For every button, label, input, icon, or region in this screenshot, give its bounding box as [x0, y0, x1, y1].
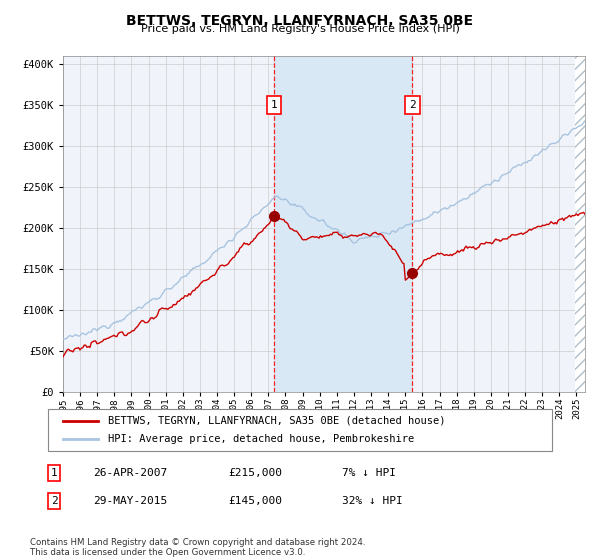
Text: 7% ↓ HPI: 7% ↓ HPI: [342, 468, 396, 478]
Text: 1: 1: [271, 100, 277, 110]
Text: 2: 2: [50, 496, 58, 506]
Text: 29-MAY-2015: 29-MAY-2015: [93, 496, 167, 506]
Text: BETTWS, TEGRYN, LLANFYRNACH, SA35 0BE: BETTWS, TEGRYN, LLANFYRNACH, SA35 0BE: [127, 14, 473, 28]
Text: Price paid vs. HM Land Registry's House Price Index (HPI): Price paid vs. HM Land Registry's House …: [140, 24, 460, 34]
Text: Contains HM Land Registry data © Crown copyright and database right 2024.
This d: Contains HM Land Registry data © Crown c…: [30, 538, 365, 557]
Bar: [575, 56, 585, 392]
Text: 2: 2: [409, 100, 416, 110]
Text: 26-APR-2007: 26-APR-2007: [93, 468, 167, 478]
Text: 1: 1: [50, 468, 58, 478]
Text: £215,000: £215,000: [228, 468, 282, 478]
Text: £145,000: £145,000: [228, 496, 282, 506]
Text: HPI: Average price, detached house, Pembrokeshire: HPI: Average price, detached house, Pemb…: [109, 434, 415, 444]
Text: 32% ↓ HPI: 32% ↓ HPI: [342, 496, 403, 506]
Bar: [274, 56, 412, 392]
Text: BETTWS, TEGRYN, LLANFYRNACH, SA35 0BE (detached house): BETTWS, TEGRYN, LLANFYRNACH, SA35 0BE (d…: [109, 416, 446, 426]
